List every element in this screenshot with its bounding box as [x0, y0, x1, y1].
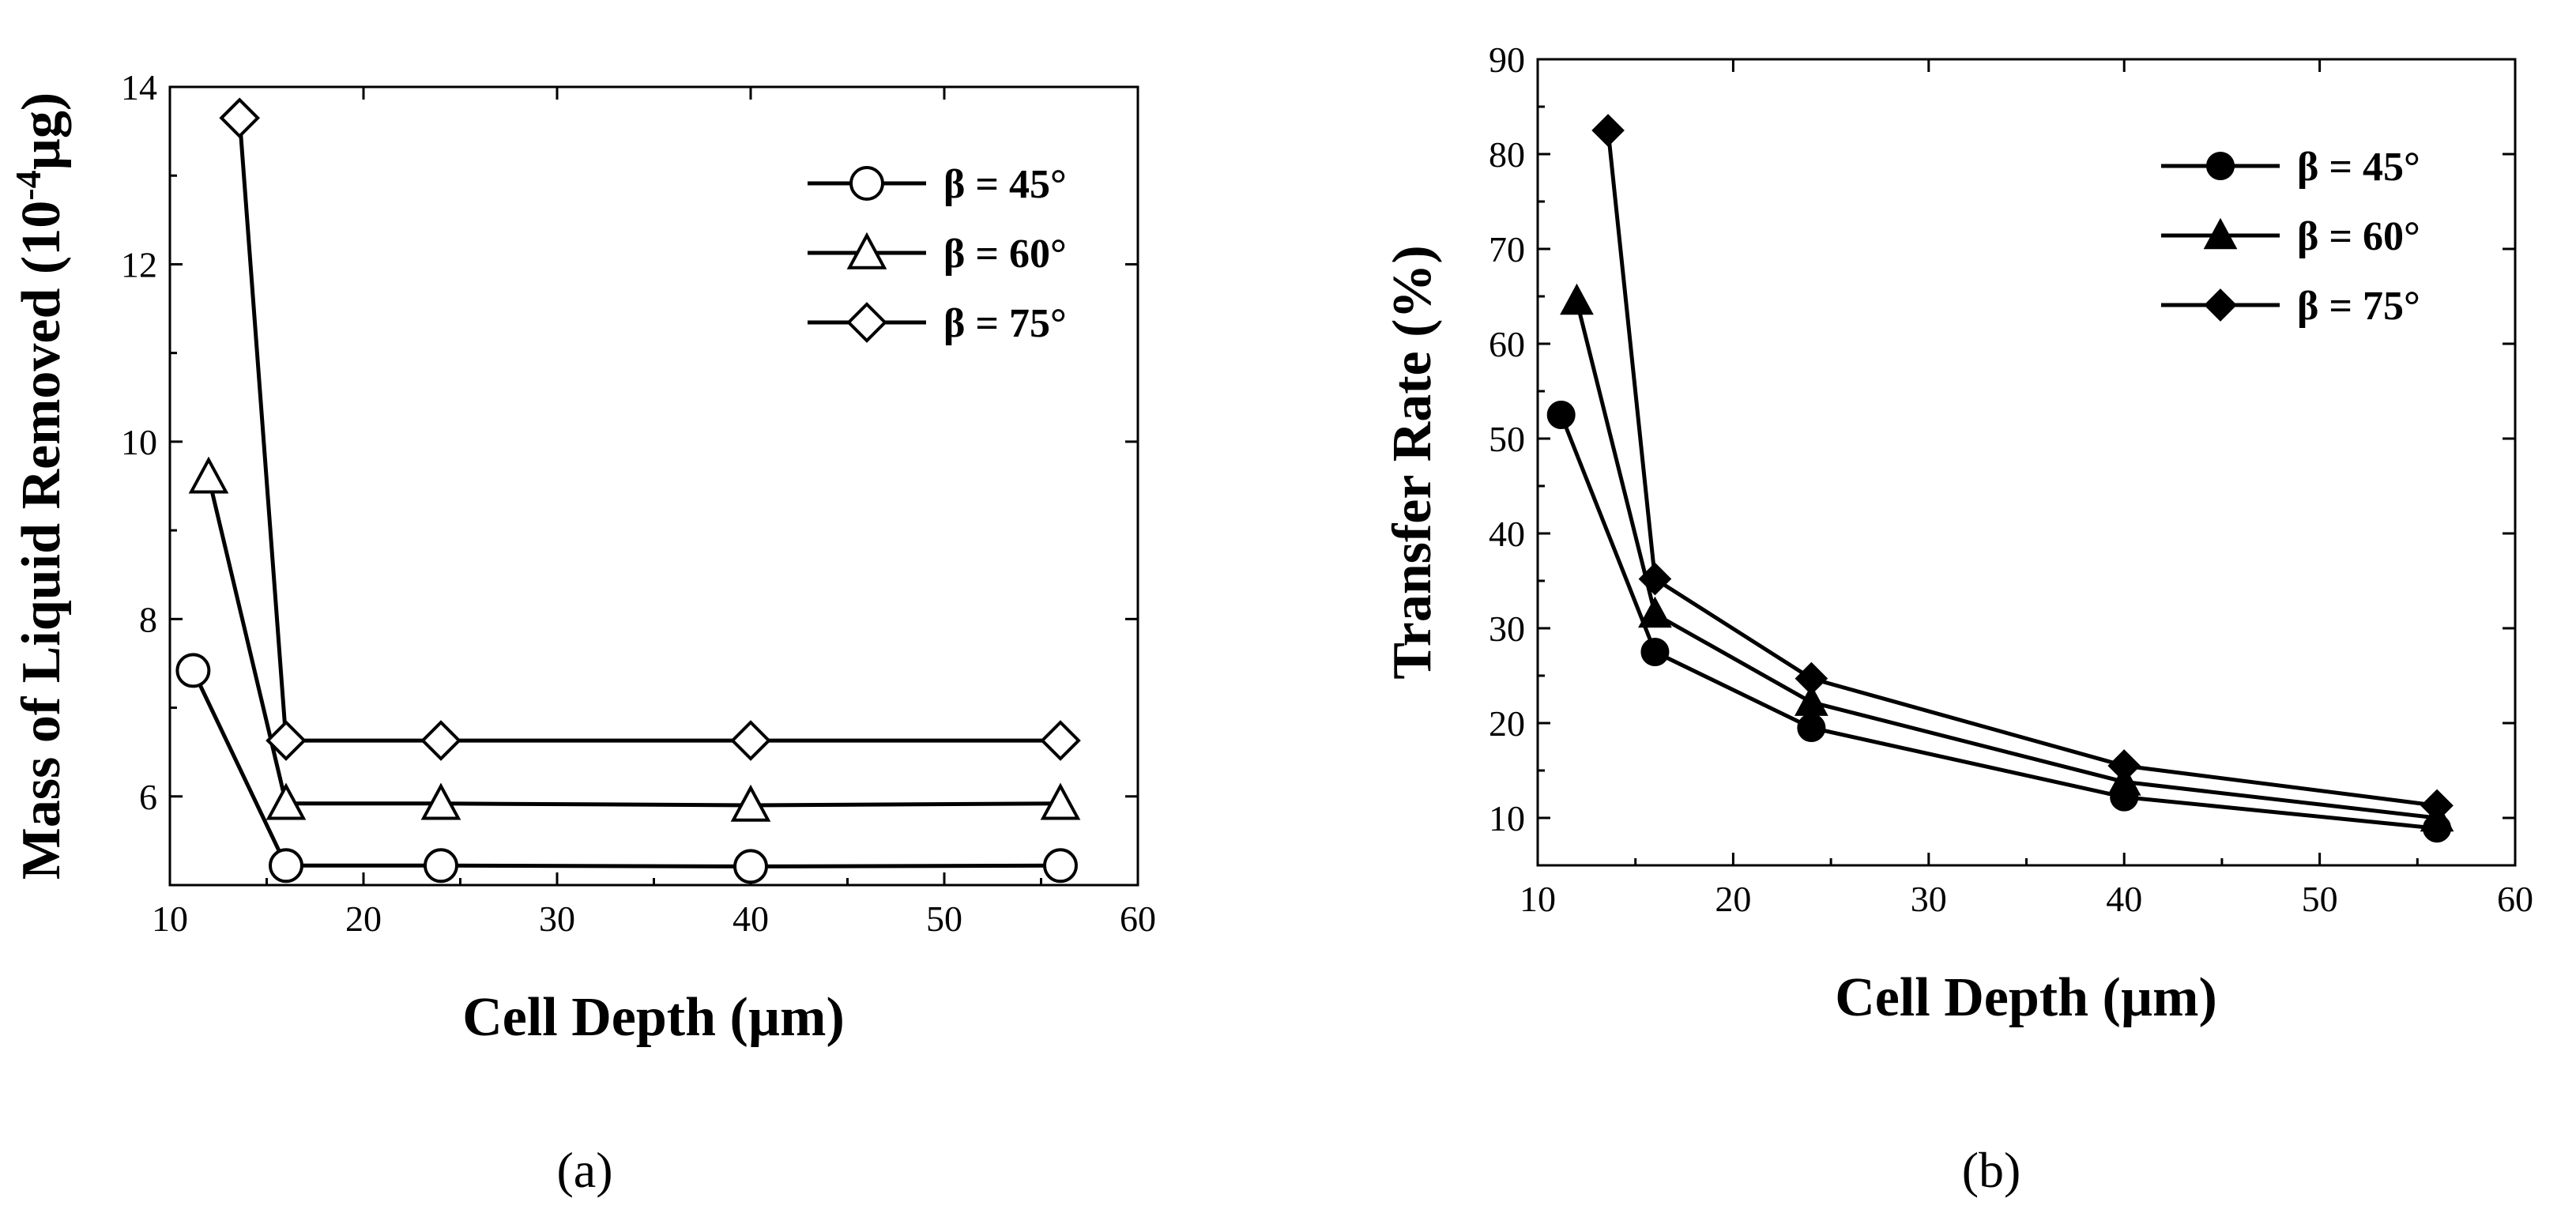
legend-label-a-2: β = 60°	[943, 232, 1067, 277]
y-tick-label-b: 90	[1489, 40, 1525, 80]
x-tick-label-a: 60	[1120, 899, 1156, 939]
ticks-b: 10 20 30 40 50 60 10 20 30 40 50 60 70 80 90	[1489, 40, 2533, 919]
data-point-a-3-2	[266, 720, 307, 761]
data-point-a-3-4	[730, 720, 771, 761]
x-tick-label-a: 40	[733, 899, 769, 939]
x-tick-label-b: 60	[2497, 879, 2533, 919]
x-axis-title-a: Cell Depth (µm)	[462, 987, 845, 1048]
data-point-a-2-5	[1040, 782, 1081, 820]
y-tick-label-b: 10	[1489, 798, 1525, 838]
legend-marker-a-1	[849, 166, 884, 201]
data-point-b-1-3	[1797, 714, 1826, 742]
series-line-a-1	[191, 669, 1061, 868]
series-b	[1546, 114, 2454, 843]
data-point-b-2-1	[1560, 283, 1594, 315]
data-point-b-3-1	[1591, 114, 1625, 147]
legend-marker-a-3	[846, 302, 887, 343]
y-tick-label-a: 8	[139, 599, 157, 639]
data-point-b-2-2	[1638, 596, 1672, 628]
data-point-a-2-4	[730, 784, 771, 822]
legend-label-a-3: β = 75°	[943, 301, 1067, 346]
x-tick-label-b: 50	[2302, 879, 2338, 919]
x-tick-label-b: 20	[1715, 879, 1751, 919]
y-tick-label-a: 10	[121, 422, 157, 462]
y-tick-label-b: 50	[1489, 419, 1525, 459]
data-point-a-2-2	[266, 782, 307, 820]
y-tick-label-a: 6	[139, 777, 157, 817]
data-point-b-3-2	[1638, 562, 1672, 596]
series-line-a-3	[237, 118, 1060, 743]
y-axis-title-a: Mass of Liquid Removed (10-4µg)	[8, 92, 72, 880]
series-line-b-2	[1575, 300, 2438, 820]
data-point-b-3-3	[1795, 661, 1828, 695]
panel-label-b: (b)	[1962, 1142, 2021, 1198]
data-point-b-3-5	[2420, 789, 2454, 823]
x-tick-label-b: 40	[2106, 879, 2142, 919]
legend-label-b-1: β = 45°	[2297, 145, 2420, 190]
x-tick-label-a: 10	[152, 899, 188, 939]
data-point-a-1-2	[269, 848, 303, 884]
legend-marker-b-3	[2204, 288, 2237, 322]
series-line-a-2	[206, 477, 1061, 808]
x-axis-title-b: Cell Depth (µm)	[1835, 967, 2217, 1028]
y-tick-label-b: 20	[1489, 703, 1525, 744]
legend-label-a-1: β = 45°	[943, 162, 1067, 207]
y-tick-label-b: 80	[1489, 134, 1525, 175]
data-point-b-3-4	[2107, 749, 2141, 782]
legend-marker-a-2	[846, 232, 887, 269]
data-point-a-2-3	[420, 782, 461, 820]
data-point-a-3-5	[1040, 720, 1081, 761]
series-a	[175, 97, 1081, 884]
y-tick-label-a: 14	[121, 67, 157, 107]
data-point-a-1-5	[1043, 848, 1078, 884]
data-point-a-3-1	[219, 97, 261, 139]
data-point-b-2-3	[1795, 684, 1828, 716]
x-tick-label-a: 30	[539, 899, 575, 939]
data-point-b-1-2	[1640, 638, 1670, 666]
y-tick-label-a: 12	[121, 244, 157, 284]
legend-marker-b-1	[2206, 152, 2235, 180]
series-line-b-1	[1559, 414, 2438, 831]
x-tick-label-a: 20	[345, 899, 382, 939]
legend-b: β = 45° β = 60° β = 75°	[2161, 145, 2420, 329]
data-point-a-1-4	[733, 849, 768, 884]
x-tick-label-a: 50	[926, 899, 962, 939]
data-point-b-1-1	[1546, 401, 1576, 429]
legend-label-b-2: β = 60°	[2297, 214, 2420, 259]
y-axis-title-b: Transfer Rate (%)	[1382, 245, 1443, 679]
data-point-a-1-1	[175, 653, 211, 688]
y-tick-label-b: 40	[1489, 514, 1525, 554]
data-point-a-2-1	[188, 456, 229, 494]
legend-label-b-3: β = 75°	[2297, 284, 2420, 329]
x-tick-label-b: 10	[1520, 879, 1556, 919]
panel-a: 10 20 30 40 50 60 6 8 10 12 14 β = 45° β = 60° β = 7…	[8, 67, 1156, 1198]
y-tick-label-b: 30	[1489, 608, 1525, 649]
y-tick-label-b: 60	[1489, 324, 1525, 364]
legend-marker-b-2	[2203, 217, 2238, 250]
x-tick-label-b: 30	[1911, 879, 1947, 919]
data-point-a-1-3	[424, 848, 458, 884]
legend-a: β = 45° β = 60° β = 75°	[808, 162, 1067, 346]
data-point-a-3-3	[420, 720, 461, 761]
panel-label-a: (a)	[556, 1142, 612, 1198]
ticks-a: 10 20 30 40 50 60 6 8 10 12 14	[121, 67, 1156, 939]
y-tick-label-b: 70	[1489, 229, 1525, 269]
